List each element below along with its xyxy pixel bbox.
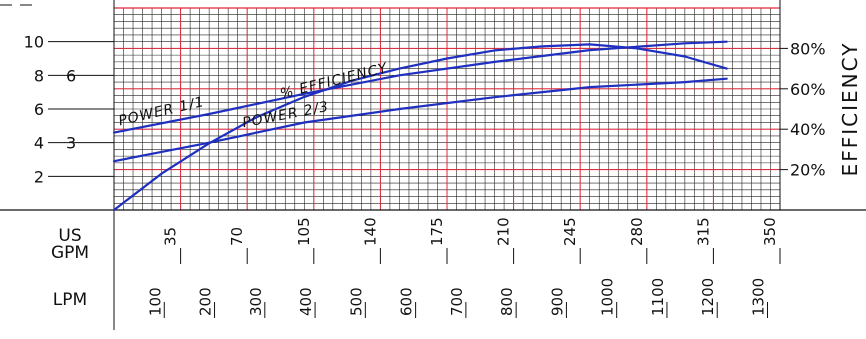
- lpm-tick-label: 800: [498, 287, 516, 316]
- series-line-2: [112, 77, 728, 163]
- power-tick-label: 6: [66, 66, 76, 85]
- lpm-tick-label: 300: [247, 287, 265, 316]
- lpm-tick-label: 1000: [599, 278, 617, 316]
- x-secondary-units-label: LPM: [53, 290, 87, 310]
- x-units-label: US: [58, 226, 81, 246]
- right-tick-label: 20%: [790, 161, 826, 180]
- gpm-tick-label: 35: [162, 227, 180, 246]
- lpm-tick-label: 400: [297, 287, 315, 316]
- left-tick-label: 6: [34, 100, 44, 119]
- gpm-tick-label: 280: [628, 217, 646, 246]
- left-tick-label: 2: [34, 167, 44, 186]
- lpm-tick-label: 200: [197, 287, 215, 316]
- power-tick-label: 3: [66, 134, 76, 153]
- lpm-tick-label: 1300: [749, 278, 767, 316]
- lpm-tick-label: 1100: [649, 278, 667, 316]
- gpm-tick-label: 105: [295, 217, 313, 246]
- left-tick-label: 8: [34, 66, 44, 85]
- right-tick-label: 80%: [790, 39, 826, 58]
- right-tick-label: 40%: [790, 120, 826, 139]
- lpm-tick-label: 900: [548, 287, 566, 316]
- gpm-tick-label: 350: [761, 217, 779, 246]
- axes: [0, 0, 866, 330]
- right-tick-label: 60%: [790, 80, 826, 99]
- series-lines: [112, 40, 728, 212]
- lpm-tick-label: 1200: [699, 278, 717, 316]
- lpm-tick-label: 500: [347, 287, 365, 316]
- left-tick-label: 4: [34, 134, 44, 153]
- series-line-3: [112, 43, 728, 212]
- grid: [113, 7, 781, 211]
- gpm-tick-label: 175: [428, 217, 446, 246]
- lpm-tick-label: 600: [398, 287, 416, 316]
- gpm-tick-label: 210: [495, 217, 513, 246]
- left-tick-label: 10: [24, 33, 44, 52]
- series-line-1: [112, 40, 728, 134]
- lpm-tick-label: 700: [448, 287, 466, 316]
- x-units-label: GPM: [51, 243, 89, 263]
- gpm-tick-label: 70: [228, 227, 246, 246]
- gpm-tick-label: 315: [694, 217, 712, 246]
- right-axis-title: EFFICIENCY: [838, 42, 862, 177]
- gpm-tick-label: 140: [361, 217, 379, 246]
- lpm-tick-label: 100: [146, 287, 164, 316]
- gpm-tick-label: 245: [561, 217, 579, 246]
